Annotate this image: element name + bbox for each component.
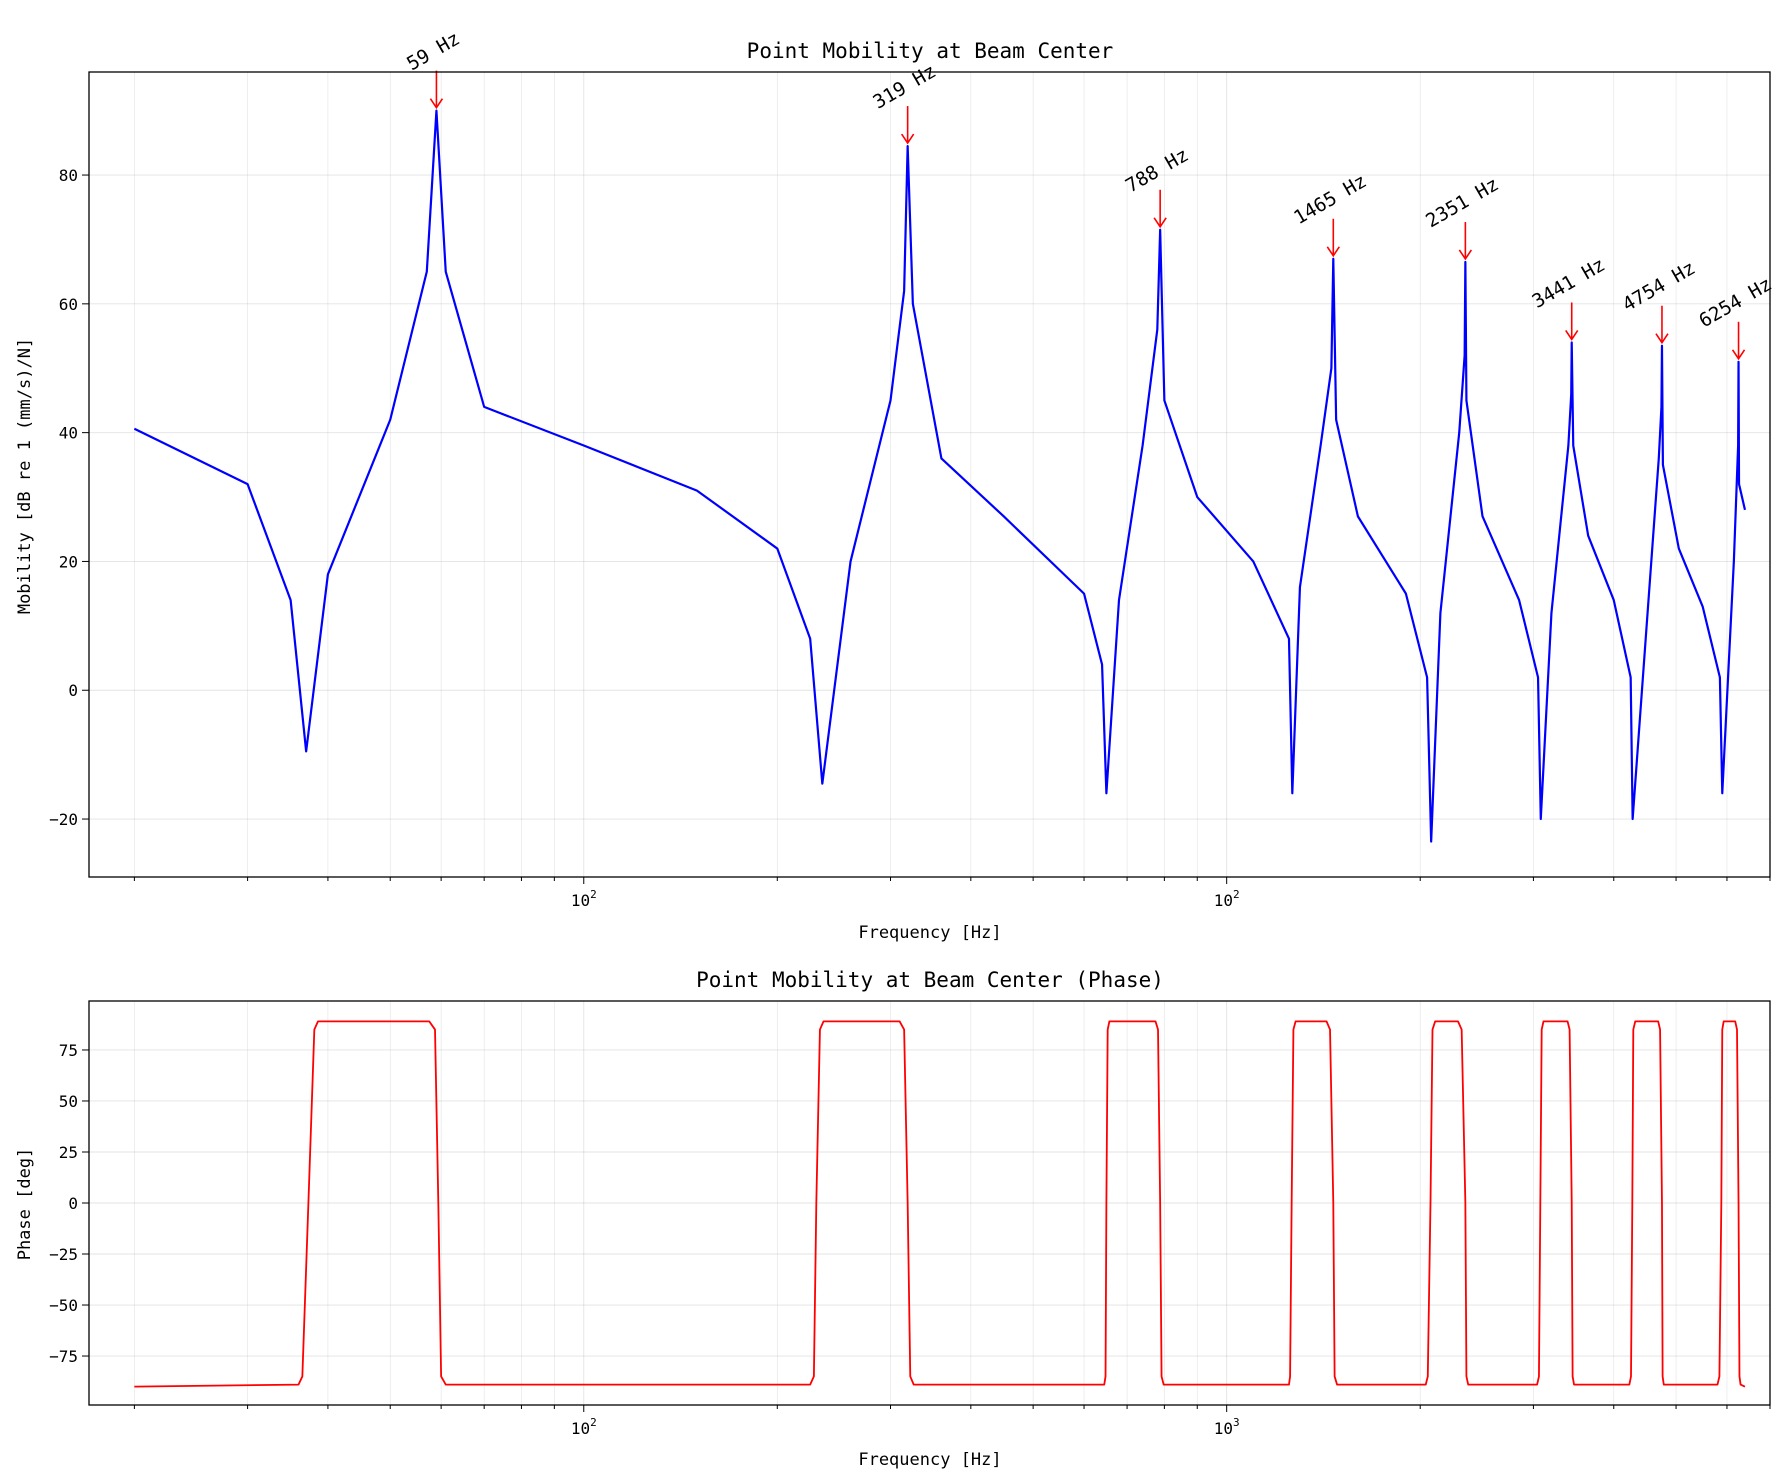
y-tick-label: 20	[59, 552, 78, 571]
phase-title: Point Mobility at Beam Center (Phase)	[696, 968, 1164, 992]
phase-xlabel: Frequency [Hz]	[858, 1450, 1001, 1470]
y-tick-label: 80	[59, 166, 78, 185]
peak-arrowhead	[1458, 249, 1473, 261]
x-tick-exponent: 2	[590, 1416, 597, 1429]
peak-label: 319 Hz	[869, 60, 939, 113]
magnitude-title: Point Mobility at Beam Center	[747, 39, 1114, 63]
x-tick-exponent: 2	[590, 888, 597, 901]
peak-label: 59 Hz	[403, 28, 464, 76]
magnitude-ylabel: Mobility [dB re 1 (mm/s)/N]	[15, 338, 35, 614]
peak-label: 2351 Hz	[1422, 173, 1502, 232]
peak-label: 4754 Hz	[1619, 257, 1699, 316]
peak-label: 788 Hz	[1122, 144, 1192, 197]
peak-arrowhead	[1326, 246, 1340, 258]
x-tick-label: 102	[1214, 888, 1240, 910]
series-line	[134, 1020, 1746, 1388]
peak-arrowhead	[1731, 349, 1746, 361]
peak-arrowhead	[1565, 330, 1579, 341]
y-tick-label: 60	[59, 295, 78, 314]
y-tick-label: −50	[49, 1296, 78, 1315]
peak-label: 1465 Hz	[1290, 170, 1370, 229]
axes-frame	[88, 71, 1771, 878]
peak-arrowhead	[1655, 333, 1669, 345]
peak-label: 6254 Hz	[1695, 273, 1775, 332]
x-tick-label: 103	[1214, 1416, 1240, 1438]
y-tick-label: −20	[49, 810, 78, 829]
peak-arrowhead	[1153, 217, 1167, 229]
x-tick-exponent: 3	[1233, 1416, 1240, 1429]
phase-ylabel: Phase [deg]	[15, 1148, 35, 1261]
grid	[89, 72, 1771, 877]
y-tick-label: 0	[68, 1194, 78, 1213]
axes-frame	[88, 1000, 1771, 1406]
y-tick-label: 25	[59, 1143, 78, 1162]
grid	[89, 1001, 1771, 1405]
y-tick-label: −25	[49, 1245, 78, 1264]
peak-arrowhead	[900, 133, 915, 145]
peak-arrowhead	[429, 98, 444, 110]
magnitude-panel: Point Mobility at Beam Center Frequency …	[15, 28, 1776, 943]
y-tick-label: 50	[59, 1092, 78, 1111]
y-tick-label: 75	[59, 1041, 78, 1060]
y-tick-label: 0	[68, 681, 78, 700]
y-tick-label: 40	[59, 424, 78, 443]
y-tick-label: −75	[49, 1347, 78, 1366]
x-tick-exponent: 2	[1233, 888, 1240, 901]
magnitude-xlabel: Frequency [Hz]	[858, 923, 1001, 943]
phase-panel: Point Mobility at Beam Center (Phase) Fr…	[15, 968, 1771, 1470]
x-tick-label: 102	[571, 1416, 597, 1438]
x-tick-label: 102	[571, 888, 597, 910]
series-line	[133, 109, 1747, 843]
